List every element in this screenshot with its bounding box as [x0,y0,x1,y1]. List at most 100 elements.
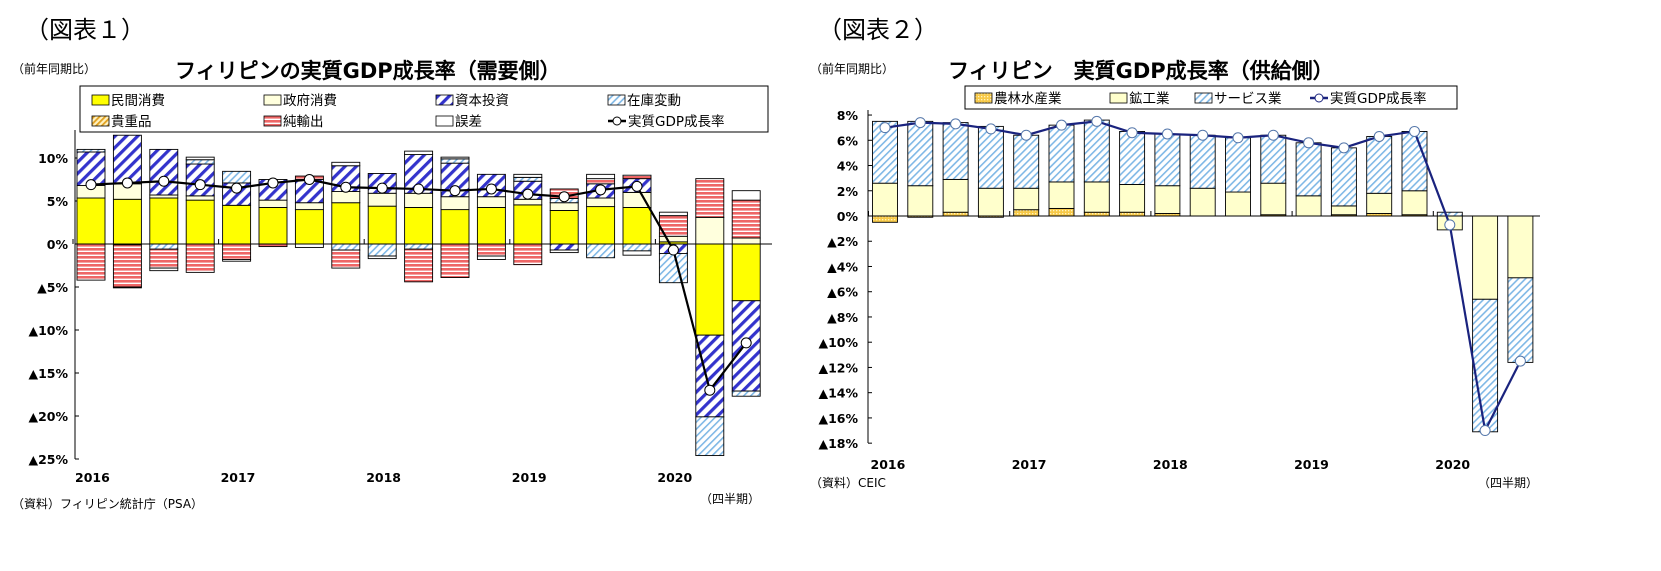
y-tick-label: 0% [837,209,859,224]
x-year-label: 2018 [366,470,401,485]
bar-segment-2017Q2-s0 [1048,207,1075,217]
bar-segment-2019Q2-s6 [549,249,579,254]
bar-segment-2016Q4-s3 [185,159,215,165]
bar-segment-2018Q2-s5 [404,248,434,283]
x-year-label: 2020 [1435,457,1470,472]
y-tick-label: ▲18% [818,436,858,451]
bar-segment-2018Q1-s0 [367,205,397,245]
bar-segment-2017Q3-s1 [1083,181,1110,213]
bar-segment-2018Q3-s3 [440,158,470,164]
x-year-label: 2017 [221,470,256,485]
gdp-point-2016Q4 [985,123,997,135]
gdp-point-2020Q2 [1479,425,1491,437]
bar-segment-2016Q4-s0 [185,199,215,245]
y-tick-label: 0% [47,237,69,252]
bar-segment-2016Q3-s6 [149,267,179,272]
bar-segment-2016Q3-s1 [149,194,179,199]
legend-swatch-0 [974,92,993,104]
y-tick-label: 5% [47,194,69,209]
bar-segment-2018Q3-s6 [440,156,470,160]
bar-segment-2020Q1-s2 [1436,211,1463,217]
source-note: （資料）CEIC [810,476,886,490]
gdp-point-2017Q4 [1126,127,1138,139]
bar-segment-2018Q2-s1 [404,192,434,208]
legend-swatch-1 [263,94,282,106]
bar-segment-2020Q1-s6 [658,211,688,217]
y-tick-label: ▲10% [818,335,858,350]
legend-label: 政府消費 [283,93,337,109]
bar-segment-2017Q3-s0 [1083,211,1110,217]
bar-segment-2016Q1-s0 [872,215,898,223]
bar-segment-2019Q3-s3 [586,243,616,259]
bar-segment-2016Q2-s5 [112,244,142,288]
gdp-point-2018Q2 [413,183,425,195]
bar-segment-2018Q4-s0 [476,206,506,245]
bar-segment-2019Q4-s2 [1401,130,1428,192]
bar-segment-2018Q3-s1 [440,196,470,211]
legend-label: 鉱工業 [1129,91,1170,107]
bar-segment-2017Q2-s1 [1048,181,1075,209]
gdp-point-2019Q2 [1338,142,1350,154]
bar-segment-2016Q1-s1 [872,182,898,217]
bar-segment-2016Q4-s5 [185,243,215,273]
bar-segment-2018Q1-s1 [1154,185,1181,214]
bar-segment-2016Q2-s0 [112,198,142,245]
bar-segment-2019Q4-s3 [622,243,652,252]
bar-segment-2017Q3-s6 [294,243,324,248]
legend-swatch-2 [1194,92,1213,104]
bar-segment-2019Q1-s2 [1295,142,1322,197]
bar-segment-2016Q3-s2 [149,148,179,196]
bar-segment-2018Q3-s1 [1225,191,1251,217]
figure-label: （図表１） [25,16,145,44]
x-year-label: 2017 [1012,457,1047,472]
bar-segment-2018Q4-s2 [1260,134,1287,184]
legend-swatch-6 [435,115,454,127]
bar-segment-2019Q1-s0 [513,204,543,245]
x-year-label: 2016 [871,457,906,472]
bar-segment-2017Q2-s2 [1048,124,1075,183]
y-tick-label: ▲6% [827,285,858,300]
bar-segment-2019Q1-s3 [513,176,543,182]
gdp-point-2020Q3 [1514,355,1526,367]
bar-segment-2017Q4-s5 [331,249,361,269]
bar-segment-2019Q4-s5 [622,174,652,180]
gdp-point-2019Q2 [558,191,570,203]
x-year-label: 2019 [512,470,547,485]
bar-segment-2017Q4-s6 [331,161,361,167]
legend-marker [612,116,622,126]
bar-segment-2018Q1-s3 [367,243,397,257]
y-tick-label: ▲20% [28,409,68,424]
y-tick-label: ▲8% [827,310,858,325]
gdp-point-2019Q3 [1373,130,1385,142]
bar-segment-2017Q4-s1 [1119,183,1146,213]
bar-segment-2019Q3-s5 [586,178,616,185]
gdp-point-2017Q3 [1091,115,1103,127]
gdp-point-2019Q1 [522,188,534,200]
bar-segment-2017Q3-s1 [294,202,324,211]
gdp-point-2016Q1 [879,122,891,134]
bar-segment-2018Q4-s6 [476,255,506,260]
bar-segment-2016Q1-s5 [76,243,106,281]
y-tick-label: ▲14% [818,386,858,401]
bar-segment-2020Q2-s1 [1472,215,1499,300]
gdp-point-2018Q3 [449,185,461,197]
bar-segment-2016Q2-s2 [112,134,142,185]
bar-segment-2020Q2-s1 [695,216,725,245]
bar-segment-2017Q1-s1 [1013,187,1040,211]
bar-segment-2018Q4-s5 [476,243,506,257]
bar-segment-2016Q3-s0 [942,211,969,217]
bar-segment-2020Q3-s2 [1507,277,1534,363]
bar-segment-2016Q1-s3 [76,148,106,153]
y-axis-unit-label: （前年同期比） [810,61,894,76]
chart-title: フィリピンの実質GDP成長率（需要側） [175,59,561,83]
bar-segment-2020Q3-s5 [731,199,761,239]
gdp-point-2018Q2 [1197,129,1209,141]
y-tick-label: 10% [38,151,68,166]
x-year-label: 2016 [75,470,110,485]
bar-segment-2020Q3-s3 [731,390,761,397]
bar-segment-2018Q2-s2 [1189,134,1216,189]
source-note: （資料）フィリピン統計庁（PSA） [12,496,203,511]
gdp-point-2017Q2 [267,177,279,189]
bar-segment-2016Q4-s1 [185,195,215,201]
figure-label: （図表２） [818,16,938,44]
